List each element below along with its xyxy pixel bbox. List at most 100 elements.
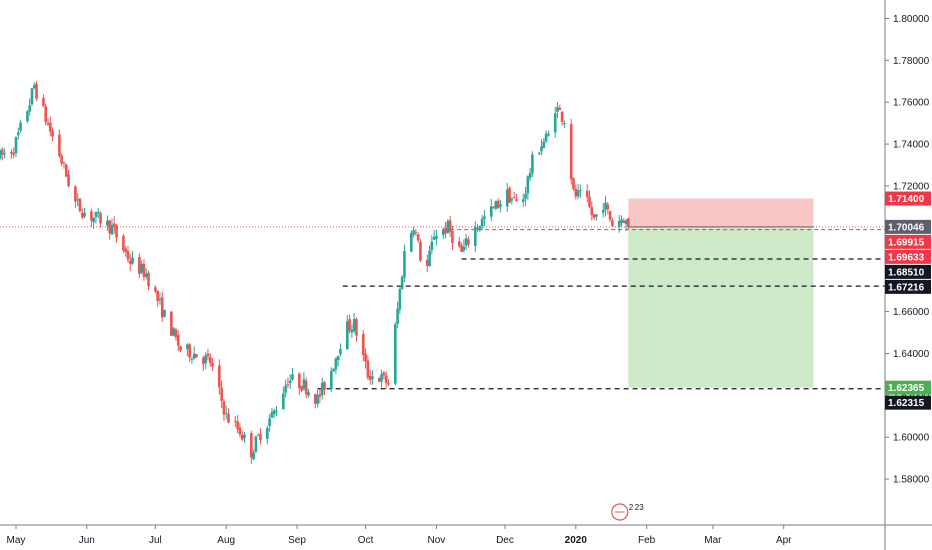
stop-loss-zone bbox=[628, 198, 814, 227]
candle bbox=[483, 209, 486, 226]
price-badge-box bbox=[885, 234, 931, 249]
price-badge-box bbox=[885, 191, 931, 206]
candle bbox=[441, 227, 445, 239]
candle bbox=[446, 218, 450, 234]
candle bbox=[601, 202, 605, 218]
candle bbox=[284, 379, 287, 398]
candle-body bbox=[510, 198, 514, 201]
candle-body bbox=[186, 344, 189, 350]
candle bbox=[288, 374, 292, 389]
candle-body bbox=[371, 376, 374, 379]
candle-body bbox=[378, 378, 381, 382]
candle bbox=[236, 415, 239, 434]
candle bbox=[115, 223, 118, 243]
candle bbox=[515, 193, 518, 202]
time-tick-label: 2020 bbox=[565, 535, 588, 546]
candle bbox=[398, 284, 402, 315]
time-axis[interactable]: May Jun Jul Aug Sep Oct Nov Dec 2020 Feb Mar Apr bbox=[0, 524, 932, 546]
candle bbox=[254, 435, 258, 454]
candle-body bbox=[316, 394, 319, 404]
price-tick-label: 1.74000 bbox=[893, 140, 930, 151]
candle-body bbox=[350, 329, 354, 333]
price-tick-label: 1.58000 bbox=[893, 475, 930, 486]
candle-body bbox=[204, 355, 207, 364]
candle-body bbox=[462, 246, 466, 251]
candle-body bbox=[496, 200, 500, 208]
candle bbox=[19, 119, 22, 134]
candle bbox=[330, 367, 333, 392]
candle-body bbox=[195, 354, 198, 358]
price-badge: 1.62365 bbox=[885, 380, 931, 395]
candle-body bbox=[176, 335, 180, 346]
candle bbox=[307, 388, 310, 398]
candle-body bbox=[419, 242, 422, 261]
candle-body bbox=[74, 186, 77, 202]
candle-body bbox=[28, 105, 32, 112]
candle bbox=[412, 226, 415, 238]
candle bbox=[188, 342, 191, 363]
candle-body bbox=[499, 204, 502, 207]
candle bbox=[282, 386, 285, 410]
candle-body bbox=[624, 220, 628, 224]
price-badge-box bbox=[885, 380, 931, 395]
candle-body bbox=[256, 434, 260, 436]
candle-body bbox=[537, 152, 541, 154]
candle bbox=[275, 406, 278, 417]
candle-body bbox=[627, 218, 630, 227]
event-marker[interactable]: 2 23 bbox=[611, 503, 644, 521]
candle-body bbox=[368, 376, 372, 381]
candle bbox=[160, 291, 164, 322]
candle-body bbox=[12, 152, 16, 155]
candle bbox=[138, 253, 141, 278]
candle bbox=[94, 211, 98, 224]
candle bbox=[60, 153, 63, 167]
candle bbox=[448, 215, 452, 237]
price-badge: 1.70046 bbox=[885, 219, 931, 234]
price-badge-label: 1.62315 bbox=[888, 398, 925, 409]
candle-body bbox=[275, 410, 278, 412]
candle bbox=[131, 250, 134, 265]
candle-body bbox=[172, 328, 175, 336]
time-tick-label: Jul bbox=[149, 535, 162, 546]
candle-body bbox=[14, 137, 18, 154]
candle bbox=[540, 139, 543, 156]
candle-body bbox=[430, 241, 434, 251]
candle bbox=[537, 151, 541, 156]
candle bbox=[544, 130, 548, 143]
candle-body bbox=[346, 321, 349, 350]
candle-body bbox=[473, 226, 477, 247]
candle bbox=[489, 199, 493, 222]
candle-body bbox=[332, 368, 335, 372]
candle-body bbox=[0, 150, 2, 159]
candle bbox=[627, 217, 630, 231]
candle bbox=[195, 354, 198, 358]
time-tick-label: Feb bbox=[638, 535, 656, 546]
candle bbox=[387, 379, 390, 387]
candle bbox=[622, 218, 626, 224]
candle bbox=[592, 214, 596, 220]
candle-body bbox=[254, 436, 258, 452]
candle-body bbox=[124, 248, 127, 253]
candle-body bbox=[508, 187, 511, 203]
candle bbox=[339, 343, 342, 357]
candle bbox=[478, 225, 482, 232]
candle bbox=[186, 343, 189, 356]
candle-body bbox=[387, 382, 390, 385]
candle-body bbox=[336, 355, 340, 361]
candle bbox=[364, 348, 367, 369]
candle-body bbox=[483, 216, 486, 219]
candle-body bbox=[227, 413, 230, 423]
event-marker-text-bottom: 23 bbox=[635, 503, 644, 512]
candle-body bbox=[282, 393, 285, 410]
candle bbox=[332, 368, 335, 372]
candle bbox=[542, 137, 546, 149]
candle bbox=[378, 376, 381, 382]
candle-body bbox=[544, 133, 548, 142]
candle-body bbox=[211, 362, 214, 367]
candle-body bbox=[190, 358, 194, 360]
candle-body bbox=[300, 386, 303, 391]
candle-body bbox=[320, 382, 324, 396]
price-badge: 1.69915 bbox=[885, 234, 931, 249]
candle bbox=[211, 358, 214, 371]
